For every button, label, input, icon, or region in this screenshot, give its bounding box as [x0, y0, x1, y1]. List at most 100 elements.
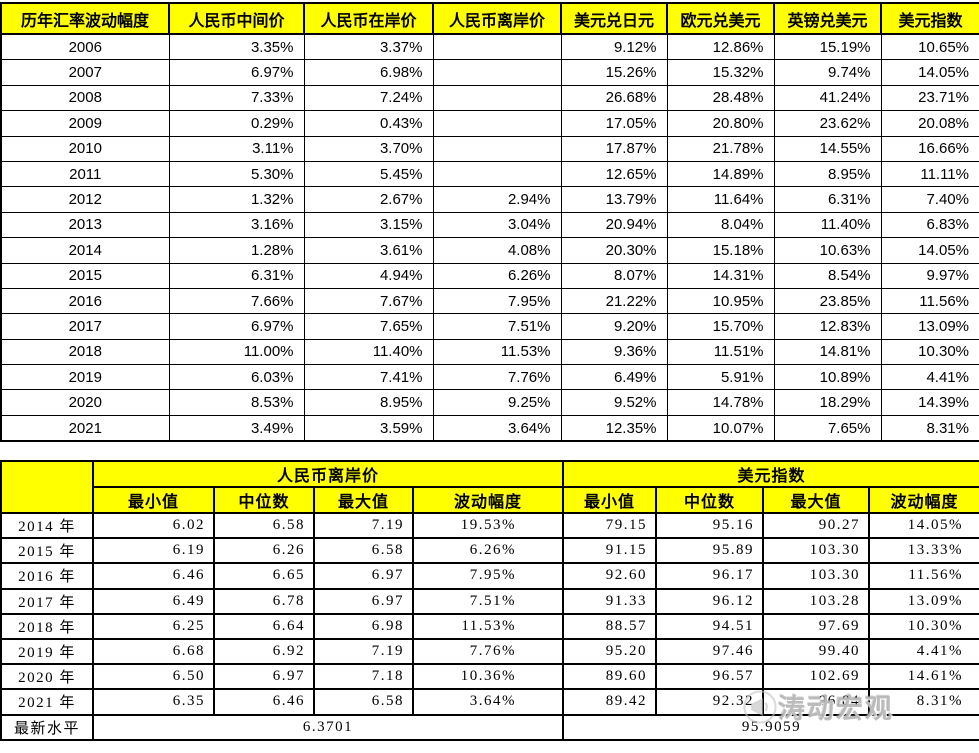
value-cell: 5.30% [168, 160, 305, 188]
value-cell: 7.40% [880, 186, 979, 213]
value-cell: 6.46 [213, 688, 315, 716]
value-cell: 11.40% [303, 338, 434, 366]
value-cell: 90.27 [762, 511, 871, 540]
value-cell: 4.41% [880, 364, 979, 391]
value-cell: 6.97% [168, 313, 305, 340]
value-cell: 13.33% [868, 537, 979, 565]
value-cell: 20.30% [560, 237, 668, 264]
value-cell: 7.18 [313, 663, 414, 691]
year-cell: 2019 年 [0, 637, 94, 666]
value-cell: 7.24% [303, 84, 434, 112]
value-cell: 7.65% [773, 414, 882, 442]
value-cell: 10.36% [411, 663, 565, 691]
value-cell: 17.87% [560, 135, 668, 162]
value-cell: 96.12 [655, 587, 765, 615]
value-cell: 7.65% [303, 313, 434, 340]
value-cell: 14.39% [880, 389, 979, 416]
year-cell: 2007 [0, 59, 170, 86]
value-cell: 3.35% [168, 33, 305, 61]
value-cell: 103.30 [762, 562, 871, 590]
value-cell: 14.31% [666, 262, 775, 289]
value-cell: 6.58 [313, 537, 414, 565]
value-cell: 26.68% [560, 84, 668, 112]
column-header: 美元指数 [880, 2, 979, 35]
value-cell: 9.25% [432, 389, 562, 416]
value-cell: 8.04% [666, 211, 775, 239]
value-cell: 8.31% [868, 688, 979, 716]
table-row: 2018 11.00% 11.40% 11.53% 9.36% 11.51% 14.81% 1… [0, 338, 979, 366]
year-cell: 2006 [0, 33, 170, 61]
value-cell: 6.25 [92, 612, 215, 640]
value-cell: 3.37% [303, 33, 434, 61]
value-cell: 4.41% [868, 637, 979, 666]
table-row: 2015 6.31% 4.94% 6.26% 8.07% 14.31% 8.54% 9.97% [0, 262, 979, 289]
year-cell: 2017 [0, 313, 170, 340]
value-cell: 10.30% [868, 612, 979, 640]
value-cell: 11.40% [773, 211, 882, 239]
value-cell: 6.83% [880, 211, 979, 239]
table-row: 2008 7.33% 7.24% 26.68% 28.48% 41.24% 23.71% [0, 84, 979, 112]
value-cell: 4.08% [432, 237, 562, 264]
value-cell: 14.61% [868, 663, 979, 691]
column-header: 欧元兑美元 [666, 2, 775, 35]
value-cell: 8.54% [773, 262, 882, 289]
value-cell: 17.05% [560, 110, 668, 137]
value-cell: 6.97% [168, 59, 305, 86]
value-cell: 15.70% [666, 313, 775, 340]
table-row: 2020 年 6.50 6.97 7.18 10.36% 89.60 96.57 102.69… [0, 663, 979, 691]
value-cell: 97.69 [762, 612, 871, 640]
value-cell: 96.57 [655, 663, 765, 691]
value-cell [432, 33, 562, 61]
table-row: 2018 年 6.25 6.64 6.98 11.53% 88.57 94.51 97.69 1… [0, 612, 979, 640]
value-cell: 3.49% [168, 414, 305, 442]
value-cell: 6.35 [92, 688, 215, 716]
value-cell: 103.30 [762, 537, 871, 565]
value-cell: 89.42 [562, 688, 658, 716]
year-cell: 2011 [0, 160, 170, 188]
value-cell: 28.48% [666, 84, 775, 112]
value-cell: 10.89% [773, 364, 882, 391]
table-row: 2010 3.11% 3.70% 17.87% 21.78% 14.55% 16.66% [0, 135, 979, 162]
value-cell: 3.61% [303, 237, 434, 264]
value-cell: 5.45% [303, 160, 434, 188]
value-cell: 3.11% [168, 135, 305, 162]
value-cell: 12.35% [560, 414, 668, 442]
value-cell [432, 160, 562, 188]
group-header: 人民币离岸价 [91, 460, 565, 488]
year-cell: 2016 年 [0, 562, 94, 590]
top-header-row: 历年汇率波动幅度 人民币中间价 人民币在岸价 人民币离岸价 美元兑日元 欧元兑美元 英镑兑美… [0, 2, 979, 35]
value-cell: 14.05% [868, 511, 979, 540]
value-cell: 11.11% [880, 160, 979, 188]
value-cell: 7.51% [432, 313, 562, 340]
value-cell: 11.64% [666, 186, 775, 213]
value-cell: 6.78 [213, 587, 315, 615]
subheader: 波动幅度 [868, 486, 979, 514]
value-cell: 88.57 [562, 612, 658, 640]
latest-value: 6.3701 [91, 713, 565, 741]
latest-value: 95.9059 [562, 713, 979, 741]
value-cell: 91.33 [562, 587, 658, 615]
year-cell: 2019 [0, 364, 170, 391]
value-cell: 3.64% [432, 414, 562, 442]
value-cell: 102.69 [762, 663, 871, 691]
year-cell: 2010 [0, 135, 170, 162]
corner-header: 历年汇率波动幅度 [0, 2, 170, 35]
value-cell: 23.85% [773, 287, 882, 315]
value-cell: 6.97 [213, 663, 315, 691]
value-cell: 10.65% [880, 33, 979, 61]
year-cell: 2012 [0, 186, 170, 213]
value-cell: 11.56% [868, 562, 979, 590]
value-cell: 3.16% [168, 211, 305, 239]
table-row: 2014 年 6.02 6.58 7.19 19.53% 79.15 95.16 90.27 1… [0, 511, 979, 540]
value-cell: 10.95% [666, 287, 775, 315]
value-cell: 6.19 [92, 537, 215, 565]
value-cell: 12.86% [666, 33, 775, 61]
value-cell: 15.32% [666, 59, 775, 86]
value-cell: 89.60 [562, 663, 658, 691]
value-cell: 9.12% [560, 33, 668, 61]
value-cell: 79.15 [562, 511, 658, 540]
value-cell: 11.53% [411, 612, 565, 640]
value-cell: 6.03% [168, 364, 305, 391]
value-cell: 2.94% [432, 186, 562, 213]
column-header: 美元兑日元 [560, 2, 668, 35]
